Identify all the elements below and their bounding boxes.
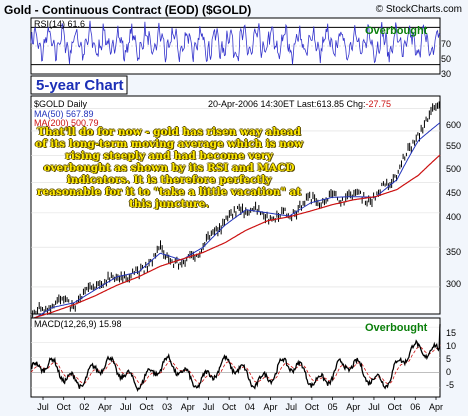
- five-year-banner: 5-year Chart: [36, 77, 124, 94]
- chg-label: Chg:: [346, 99, 366, 109]
- x-tick-label: Apr: [346, 402, 360, 412]
- analysis-annotation: That'll do for now - gold has risen way …: [35, 126, 303, 210]
- price-tick-label: 350: [446, 247, 462, 257]
- last-label: Last:: [296, 99, 317, 109]
- price-tick-label: 550: [446, 141, 462, 151]
- rsi-label: RSI(14) 61.6: [34, 19, 86, 29]
- rsi-tick-label: 70: [441, 39, 452, 49]
- x-tick-label: Oct: [388, 402, 403, 412]
- price-tick-label: 450: [446, 188, 462, 198]
- date-text: 20-Apr-2006 14:30ET: [208, 99, 295, 109]
- macd-label: MACD(12,26,9) 15.98: [34, 319, 122, 329]
- rsi-tick-label: 30: [441, 69, 452, 79]
- symbol-label: $GOLD Daily: [34, 99, 88, 109]
- banner-box: [30, 75, 128, 95]
- price-tick-label: 400: [446, 212, 462, 222]
- copyright: © StockCharts.com: [375, 4, 462, 15]
- x-tick-label: Jul: [120, 402, 132, 412]
- price-tick-label: 600: [446, 120, 462, 130]
- x-axis: Jul Oct 02 Apr Jul Oct 03 Apr Jul Oct 04 Apr Jul Oct 0…: [37, 397, 443, 412]
- rsi-tick-label: 50: [441, 54, 452, 64]
- ma200-line: [30, 154, 441, 320]
- macd-tick-label: -5: [446, 380, 455, 390]
- macd-signal-line: [30, 344, 441, 385]
- x-tick-label: Apr: [181, 402, 195, 412]
- x-tick-label: Oct: [139, 402, 154, 412]
- x-tick-label: 05: [328, 402, 338, 412]
- last-value: 613.85: [316, 99, 344, 109]
- macd-tick-label: 5: [446, 354, 452, 364]
- x-tick-label: 04: [245, 402, 255, 412]
- date-line: 20-Apr-2006 14:30ET Last:613.85 Chg:-27.…: [208, 99, 391, 109]
- x-tick-label: Apr: [429, 402, 443, 412]
- x-tick-label: 03: [162, 402, 172, 412]
- price-panel: [30, 95, 441, 322]
- ma200-label: MA(200) 500.79: [34, 118, 99, 128]
- x-tick-label: Oct: [57, 402, 72, 412]
- x-tick-label: Jul: [285, 402, 297, 412]
- macd-line: [30, 324, 441, 392]
- rsi-overbought-label: Overbought: [365, 25, 428, 37]
- x-tick-label: Apr: [98, 402, 112, 412]
- chart-title: Gold - Continuous Contract (EOD) ($GOLD): [4, 3, 252, 17]
- rsi-line: [30, 20, 441, 65]
- macd-tick-label: 0: [446, 367, 452, 377]
- chg-value: -27.75: [365, 99, 392, 109]
- x-tick-label: Jul: [37, 402, 49, 412]
- macd-tick-label: 15: [446, 328, 457, 338]
- rsi-panel: [30, 17, 441, 95]
- x-tick-label: Oct: [222, 402, 237, 412]
- price-tick-label: 300: [446, 279, 462, 289]
- x-tick-label: 06: [410, 402, 420, 412]
- x-tick-label: Apr: [264, 402, 278, 412]
- macd-tick-label: 10: [446, 341, 457, 351]
- x-tick-label: Jul: [203, 402, 215, 412]
- x-tick-label: Jul: [368, 402, 380, 412]
- macd-overbought-label: Overbought: [365, 322, 428, 334]
- price-tick-label: 500: [446, 164, 462, 174]
- ma50-label: MA(50) 567.89: [34, 109, 94, 119]
- x-tick-label: Oct: [305, 402, 320, 412]
- x-tick-label: 02: [79, 402, 89, 412]
- macd-panel: [30, 317, 441, 398]
